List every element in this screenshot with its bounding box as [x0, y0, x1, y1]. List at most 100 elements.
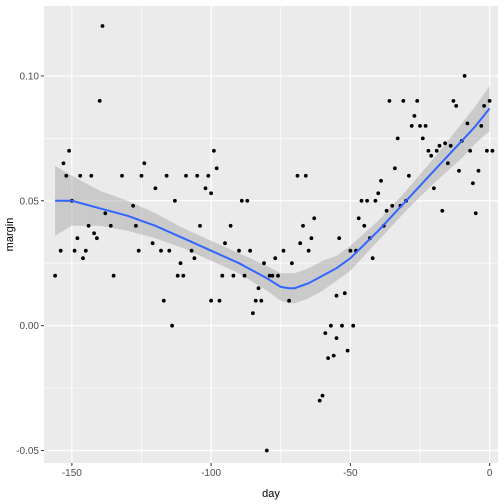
data-point — [167, 248, 172, 253]
data-point — [287, 298, 291, 303]
x-tick-label: 0 — [487, 468, 493, 479]
data-point — [326, 356, 330, 360]
data-point — [423, 124, 428, 128]
data-point — [83, 248, 88, 253]
confidence-band — [55, 85, 490, 304]
data-point — [448, 143, 453, 148]
data-point — [306, 248, 311, 253]
x-axis-title: day — [262, 488, 280, 500]
data-point — [465, 121, 470, 126]
data-point — [189, 248, 194, 253]
data-point — [217, 298, 222, 303]
data-point — [170, 323, 175, 328]
data-point — [86, 223, 91, 228]
y-axis-title: margin — [4, 218, 16, 252]
data-point — [100, 24, 105, 28]
data-point — [264, 448, 269, 453]
data-point — [89, 173, 94, 178]
y-tick-label: -0.05 — [16, 446, 39, 457]
data-point — [256, 286, 261, 291]
data-point — [159, 248, 163, 253]
data-point — [206, 173, 211, 178]
data-point — [175, 273, 180, 278]
data-point — [390, 203, 395, 208]
data-point — [251, 311, 255, 316]
data-point — [198, 223, 202, 228]
data-point — [317, 398, 322, 403]
data-point — [61, 161, 66, 166]
data-point — [395, 136, 400, 141]
data-point — [490, 148, 495, 153]
data-point — [362, 223, 367, 228]
data-point — [103, 211, 108, 216]
data-point — [228, 223, 233, 228]
data-point — [134, 223, 138, 228]
data-point — [370, 256, 375, 261]
data-point — [434, 148, 439, 153]
data-point — [173, 198, 177, 203]
data-point — [290, 261, 294, 266]
data-point — [334, 293, 339, 298]
data-point — [270, 273, 275, 278]
data-point — [212, 148, 216, 153]
data-point — [178, 261, 183, 266]
data-point — [359, 198, 364, 203]
data-point — [67, 148, 71, 153]
data-point — [334, 336, 339, 340]
data-point — [97, 99, 102, 103]
data-point — [376, 191, 381, 196]
y-tick-label: 0.05 — [20, 196, 40, 207]
data-point — [387, 99, 392, 103]
data-point — [473, 211, 478, 216]
data-point — [351, 323, 356, 328]
data-point — [53, 273, 57, 278]
data-point — [401, 99, 406, 103]
data-point — [181, 273, 186, 278]
data-point — [348, 248, 353, 253]
data-point — [136, 248, 141, 253]
data-point — [471, 181, 475, 186]
data-point — [153, 186, 158, 191]
data-point — [407, 173, 411, 178]
data-point — [342, 291, 347, 296]
data-point — [253, 298, 258, 303]
data-point — [131, 203, 136, 208]
data-point — [429, 153, 434, 158]
data-point — [223, 241, 227, 246]
data-point — [164, 173, 169, 178]
data-point — [231, 273, 236, 278]
data-point — [64, 173, 69, 178]
data-point — [432, 186, 436, 191]
data-point — [418, 124, 422, 128]
data-point — [150, 241, 155, 246]
data-point — [345, 348, 350, 353]
data-point — [273, 256, 278, 261]
data-point — [365, 198, 369, 203]
data-point — [479, 124, 484, 128]
x-axis-ticks: -150 -100 -50 0 — [62, 463, 493, 479]
plot-panel — [44, 6, 498, 463]
data-point — [437, 143, 442, 148]
data-point — [209, 298, 214, 303]
data-point — [379, 178, 383, 183]
data-point — [454, 104, 459, 108]
data-point — [184, 173, 188, 178]
data-point — [161, 298, 166, 303]
data-point — [78, 173, 83, 178]
data-point — [195, 173, 200, 178]
data-point — [239, 198, 244, 203]
data-point — [95, 236, 99, 241]
data-point — [92, 231, 96, 236]
data-point — [384, 208, 389, 213]
data-point — [312, 216, 317, 221]
y-tick-label: 0.00 — [20, 321, 40, 332]
x-tick-label: -100 — [201, 468, 221, 479]
data-point — [373, 198, 378, 203]
data-point — [139, 173, 144, 178]
data-point — [267, 273, 272, 278]
data-point — [75, 236, 80, 241]
data-point — [409, 124, 414, 128]
data-point — [309, 236, 314, 241]
data-point — [323, 331, 328, 335]
